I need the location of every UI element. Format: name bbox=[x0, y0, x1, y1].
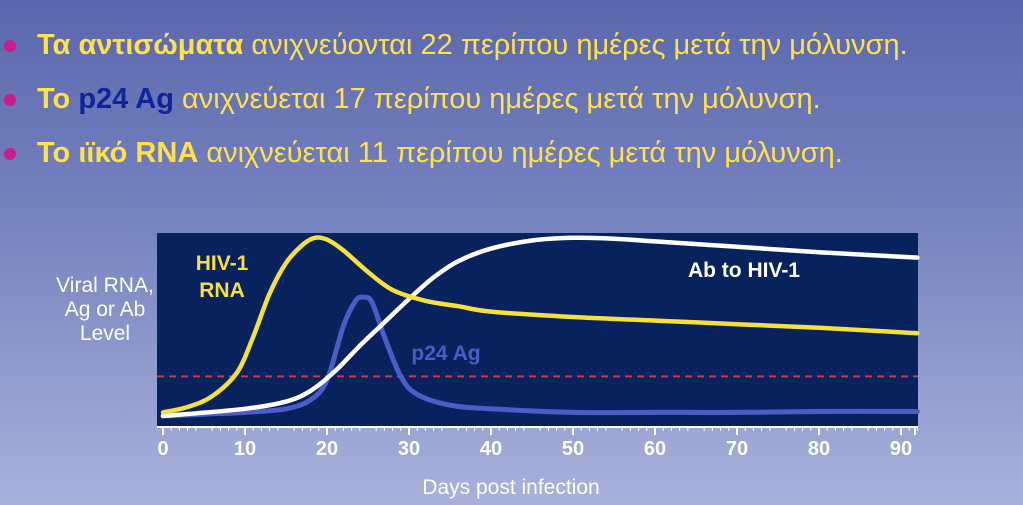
bullet-text: ανιχνεύεται 11 περίπου ημέρες μετά την μ… bbox=[198, 136, 843, 169]
bullet-antibodies: Τα αντισώματα ανιχνεύονται 22 περίπου ημ… bbox=[0, 18, 1023, 72]
bullet-p24: Το p24 Ag ανιχνεύεται 17 περίπου ημέρες … bbox=[0, 72, 1023, 126]
series-label-p24: p24 Ag bbox=[411, 342, 480, 365]
bullet-dot-icon bbox=[4, 40, 16, 52]
series-line-rna bbox=[160, 235, 920, 415]
series-label-rna: RNA bbox=[199, 279, 245, 302]
bullet-list: Τα αντισώματα ανιχνεύονται 22 περίπου ημ… bbox=[0, 18, 1023, 180]
x-tick-label: 30 bbox=[398, 438, 420, 460]
y-axis-label-line: Ag or Ab bbox=[64, 298, 146, 321]
series-line-ab bbox=[160, 235, 920, 419]
y-axis-label-line: Viral RNA, bbox=[56, 274, 154, 297]
bullet-text: ανιχνεύονται 22 περίπου ημέρες μετά την … bbox=[243, 28, 908, 61]
y-axis-label-line: Level bbox=[79, 322, 131, 345]
x-tick-label: 40 bbox=[480, 438, 502, 460]
bullet-dot-icon bbox=[4, 94, 16, 106]
x-tick-label: 80 bbox=[808, 438, 830, 460]
bullet-highlight: Τα αντισώματα bbox=[37, 28, 244, 61]
x-axis-label: Days post infection bbox=[422, 476, 600, 499]
bullet-highlight: Το ιϊκό RNA bbox=[37, 136, 199, 169]
bullet-prefix: Το bbox=[37, 82, 79, 115]
bullet-rna: Το ιϊκό RNA ανιχνεύεται 11 περίπου ημέρε… bbox=[0, 126, 1023, 180]
bullet-highlight: p24 Ag bbox=[78, 82, 174, 115]
x-tick-label: 20 bbox=[316, 438, 338, 460]
series-line-p24 bbox=[160, 294, 920, 419]
x-tick-label: 70 bbox=[726, 438, 748, 460]
x-tick-label: 10 bbox=[234, 438, 256, 460]
plot-area bbox=[157, 233, 918, 426]
series-label-ab: Ab to HIV-1 bbox=[688, 259, 800, 282]
bullet-text: ανιχνεύεται 17 περίπου ημέρες μετά την μ… bbox=[173, 82, 821, 115]
series-label-rna: HIV-1 bbox=[196, 252, 249, 275]
x-tick-label: 90 bbox=[890, 438, 912, 460]
bullet-dot-icon bbox=[4, 148, 16, 160]
x-tick-label: 60 bbox=[644, 438, 666, 460]
x-tick-label: 0 bbox=[157, 438, 168, 460]
y-axis-label: Viral RNA, Ag or Ab Level bbox=[20, 274, 190, 346]
x-tick-label: 50 bbox=[562, 438, 584, 460]
